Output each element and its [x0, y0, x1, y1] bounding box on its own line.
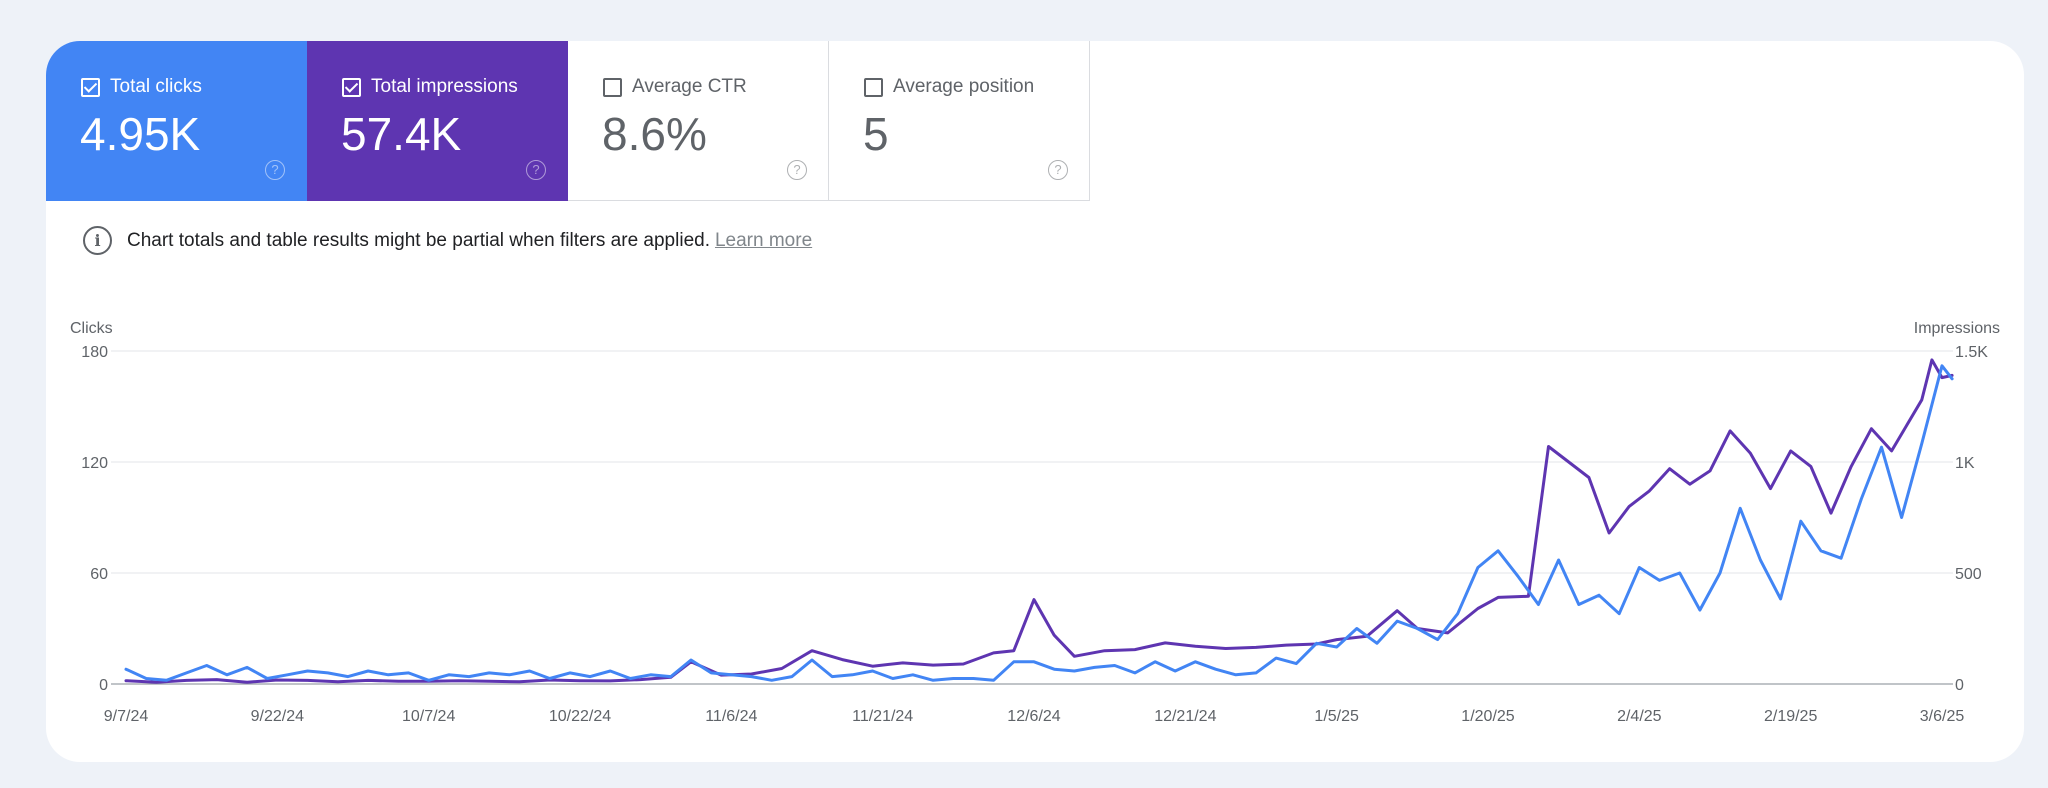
- y-right-tick-label: 500: [1955, 566, 1982, 583]
- y-right-axis-title: Impressions: [1914, 320, 2000, 337]
- performance-chart: 0 60 120 180 0 500 1K 1.5K Clicks Impressions 9/7/…: [70, 320, 2000, 725]
- metric-value: 4.95K: [80, 108, 201, 160]
- metric-label: Total impressions: [371, 76, 518, 97]
- info-icon: i: [83, 226, 112, 255]
- x-tick-label: 11/21/24: [852, 708, 913, 725]
- checkbox-icon[interactable]: [864, 77, 883, 97]
- x-tick-label: 3/6/25: [1920, 708, 1965, 725]
- x-tick-label: 10/22/24: [549, 708, 611, 725]
- x-tick-label: 12/6/24: [1007, 708, 1060, 725]
- help-icon[interactable]: ?: [1048, 160, 1068, 180]
- metric-average-ctr[interactable]: Average CTR 8.6% ?: [568, 41, 829, 201]
- y-right-tick-label: 0: [1955, 677, 1964, 694]
- y-left-axis-title: Clicks: [70, 320, 113, 337]
- x-tick-label: 9/22/24: [251, 708, 304, 725]
- y-left-tick-label: 60: [90, 566, 108, 583]
- learn-more-link[interactable]: Learn more: [714, 229, 813, 251]
- y-left-tick-label: 120: [81, 455, 108, 472]
- metric-value: 5: [863, 108, 889, 160]
- x-tick-label: 12/21/24: [1154, 708, 1216, 725]
- x-tick-label: 10/7/24: [402, 708, 455, 725]
- y-right-tick-label: 1.5K: [1955, 344, 1988, 361]
- help-icon[interactable]: ?: [265, 160, 285, 180]
- metric-value: 57.4K: [341, 108, 462, 160]
- impressions-series-line: [124, 358, 1954, 684]
- x-tick-label: 2/19/25: [1764, 708, 1817, 725]
- metric-tabs: Total clicks 4.95K ? Total impressions 5…: [46, 41, 1090, 201]
- checkbox-icon[interactable]: [603, 77, 622, 97]
- clicks-series-line: [124, 364, 1954, 682]
- metric-average-position[interactable]: Average position 5 ?: [829, 41, 1090, 201]
- metric-label: Average position: [893, 76, 1035, 97]
- performance-card: Total clicks 4.95K ? Total impressions 5…: [46, 41, 2024, 762]
- metric-label: Total clicks: [110, 76, 202, 97]
- help-icon[interactable]: ?: [526, 160, 546, 180]
- x-tick-label: 9/7/24: [104, 708, 149, 725]
- help-icon[interactable]: ?: [787, 160, 807, 180]
- y-right-tick-label: 1K: [1955, 455, 1975, 472]
- y-left-tick-label: 0: [99, 677, 108, 694]
- metric-value: 8.6%: [602, 108, 707, 160]
- x-tick-label: 2/4/25: [1617, 708, 1662, 725]
- x-tick-label: 1/5/25: [1314, 708, 1359, 725]
- partial-results-notice: i Chart totals and table results might b…: [83, 226, 812, 255]
- metric-total-impressions[interactable]: Total impressions 57.4K ?: [307, 41, 568, 201]
- metric-total-clicks[interactable]: Total clicks 4.95K ?: [46, 41, 307, 201]
- notice-text: Chart totals and table results might be …: [127, 229, 710, 251]
- x-tick-label: 11/6/24: [705, 708, 757, 725]
- metric-label: Average CTR: [632, 76, 747, 97]
- checkbox-icon[interactable]: [81, 77, 100, 97]
- x-tick-label: 1/20/25: [1461, 708, 1514, 725]
- y-left-tick-label: 180: [81, 344, 108, 361]
- checkbox-icon[interactable]: [342, 77, 361, 97]
